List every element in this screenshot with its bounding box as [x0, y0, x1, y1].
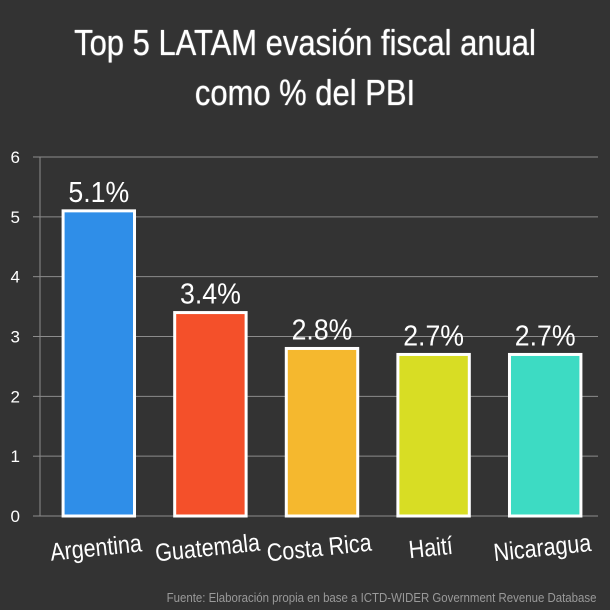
- y-tick-label: 0: [11, 507, 20, 526]
- data-label: 2.7%: [403, 319, 464, 351]
- y-tick-label: 2: [11, 387, 20, 406]
- category-label: Argentina: [49, 529, 143, 566]
- chart-title-line-1: Top 5 LATAM evasión fiscal anual: [74, 22, 536, 63]
- category-label: Haití: [407, 531, 454, 563]
- category-label: Nicaragua: [492, 528, 592, 566]
- chart-title-line-2: como % del PBI: [194, 72, 416, 113]
- data-label: 2.8%: [292, 313, 353, 345]
- category-label: Guatemala: [154, 528, 261, 567]
- bar: [61, 209, 137, 518]
- y-tick-label: 1: [11, 447, 20, 466]
- bar: [173, 311, 248, 518]
- bars: [61, 209, 583, 518]
- bar: [396, 352, 471, 518]
- y-tick-label: 5: [11, 208, 20, 227]
- x-axis-categories: Argentina Guatemala Costa Rica Haití Nicarag…: [49, 528, 593, 567]
- bar: [507, 352, 583, 518]
- data-label: 3.4%: [180, 278, 241, 310]
- y-tick-label: 6: [11, 148, 20, 167]
- data-labels: 5.1% 3.4% 2.8% 2.7% 2.7%: [68, 176, 575, 352]
- chart-title: Top 5 LATAM evasión fiscal anual como % …: [43, 18, 568, 118]
- y-tick-label: 3: [11, 328, 20, 347]
- bar: [284, 346, 360, 518]
- data-label: 2.7%: [515, 319, 576, 351]
- source-note: Fuente: Elaboración propia en base a ICT…: [166, 590, 596, 605]
- y-axis-ticks: 0 1 2 3 4 5 6: [11, 148, 41, 526]
- data-label: 5.1%: [68, 176, 129, 208]
- category-label: Costa Rica: [265, 528, 372, 567]
- y-tick-label: 4: [11, 268, 20, 287]
